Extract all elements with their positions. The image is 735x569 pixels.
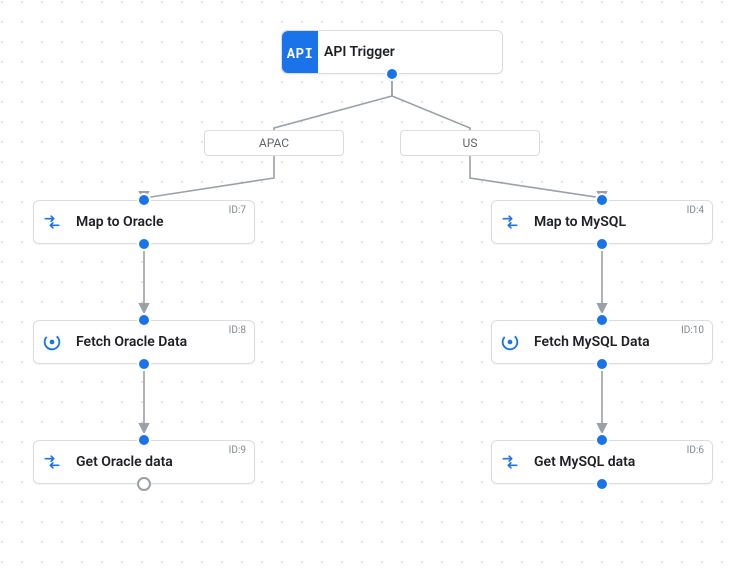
edge	[392, 74, 470, 130]
port-icon[interactable]	[595, 237, 609, 251]
port-icon[interactable]	[595, 433, 609, 447]
edge	[274, 74, 392, 130]
map-icon	[34, 201, 70, 243]
port-icon[interactable]	[385, 67, 399, 81]
port-icon[interactable]	[137, 193, 151, 207]
edge	[470, 156, 602, 200]
node-id: ID:9	[229, 445, 246, 456]
node-label: Get Oracle data	[70, 454, 173, 470]
node-label: Map to Oracle	[70, 214, 164, 230]
port-icon[interactable]	[137, 237, 151, 251]
api-icon: API	[282, 31, 318, 73]
node-label: Map to MySQL	[528, 214, 626, 230]
connector-icon	[34, 321, 70, 363]
branch-label: APAC	[259, 136, 289, 150]
port-open-icon[interactable]	[137, 477, 151, 491]
map-icon	[492, 201, 528, 243]
branch-branch_apac[interactable]: APAC	[204, 130, 344, 156]
port-icon[interactable]	[595, 357, 609, 371]
node-id: ID:8	[229, 325, 246, 336]
map-icon	[34, 441, 70, 483]
map-icon	[492, 441, 528, 483]
node-label: API Trigger	[318, 44, 395, 60]
node-label: Fetch MySQL Data	[528, 334, 650, 350]
connector-icon	[492, 321, 528, 363]
port-icon[interactable]	[595, 193, 609, 207]
node-id: ID:10	[681, 325, 704, 336]
node-label: Fetch Oracle Data	[70, 334, 187, 350]
node-id: ID:7	[229, 205, 246, 216]
branch-branch_us[interactable]: US	[400, 130, 540, 156]
port-icon[interactable]	[137, 433, 151, 447]
flow-canvas[interactable]: APIAPI Trigger APAC US Map to Oracle ID:7 Fet…	[0, 0, 735, 569]
port-icon[interactable]	[137, 357, 151, 371]
port-icon[interactable]	[137, 313, 151, 327]
node-id: ID:4	[687, 205, 704, 216]
edge	[144, 156, 274, 200]
node-label: Get MySQL data	[528, 454, 635, 470]
port-icon[interactable]	[595, 477, 609, 491]
branch-label: US	[463, 136, 478, 150]
port-icon[interactable]	[595, 313, 609, 327]
node-id: ID:6	[687, 445, 704, 456]
